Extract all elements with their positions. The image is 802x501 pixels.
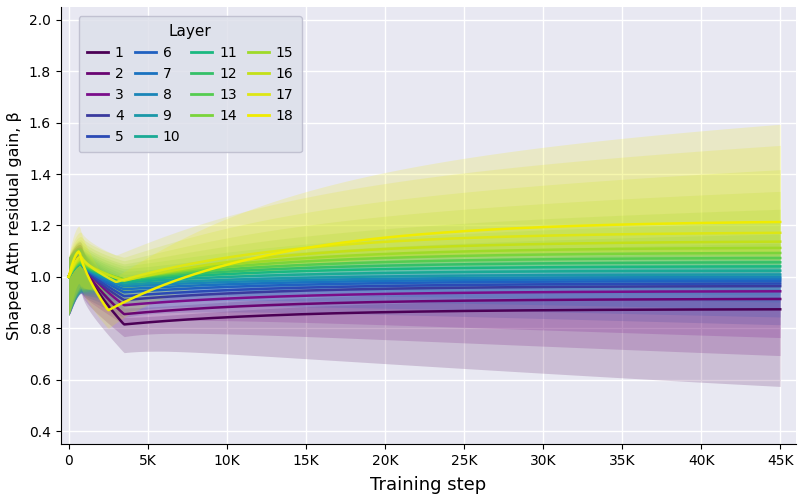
- Legend: 1, 2, 3, 4, 5, 6, 7, 8, 9, 10, 11, 12, 13, 14, 15, 16, 17, 18: 1, 2, 3, 4, 5, 6, 7, 8, 9, 10, 11, 12, 1…: [79, 16, 302, 152]
- Y-axis label: Shaped Attn residual gain, β: Shaped Attn residual gain, β: [7, 111, 22, 340]
- X-axis label: Training step: Training step: [370, 476, 486, 494]
